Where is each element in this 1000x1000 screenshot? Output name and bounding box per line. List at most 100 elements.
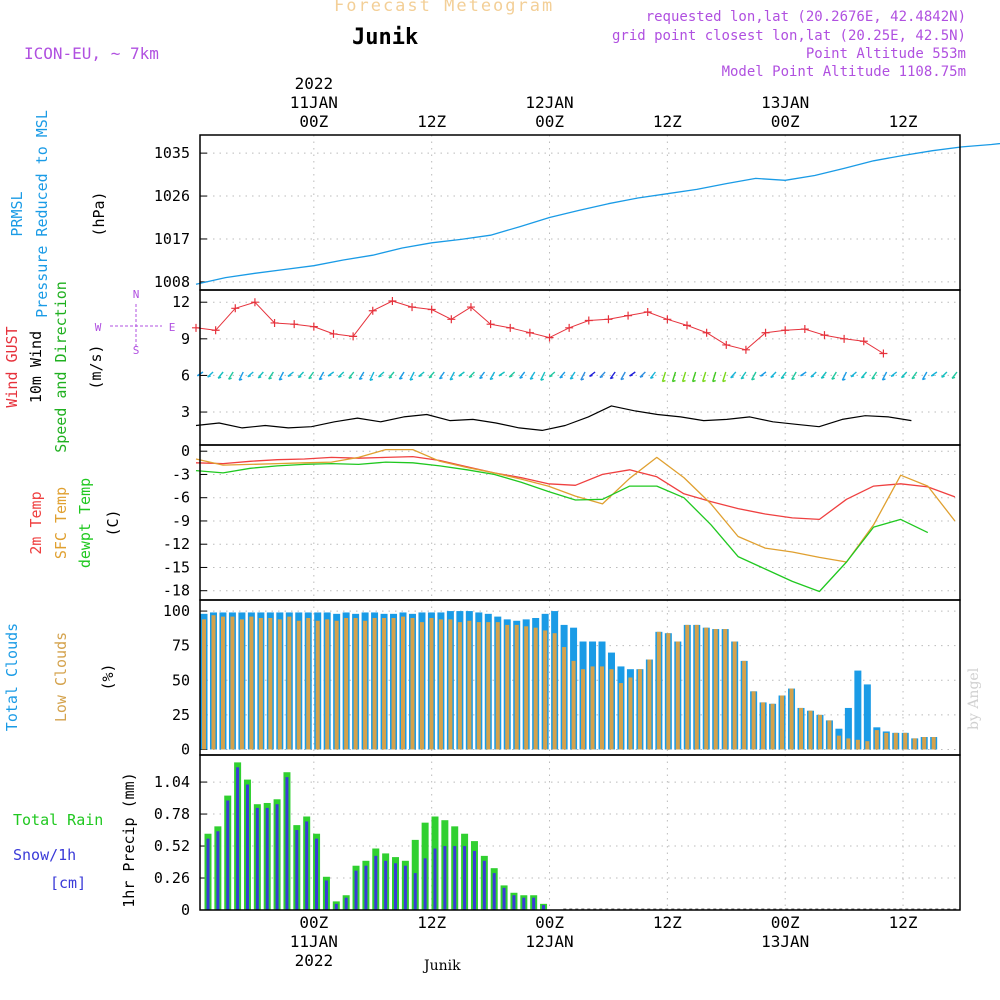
wind-direction-arrow xyxy=(308,371,315,380)
gust-marker xyxy=(192,323,200,332)
precip-legend-label: Snow/1h xyxy=(13,846,76,864)
gust-marker xyxy=(349,332,358,341)
temp-2m-line xyxy=(195,455,956,521)
wind-arrow-head xyxy=(369,378,374,381)
wind-direction-arrow xyxy=(540,371,546,381)
wind-arrow-head xyxy=(257,376,262,379)
wind-direction-arrow xyxy=(369,371,375,381)
wind-arrow-head xyxy=(682,379,686,383)
wind-arrow-head xyxy=(882,378,886,381)
wind-arrow-head xyxy=(418,374,422,378)
wind-direction-arrow xyxy=(661,371,667,382)
panel-frame xyxy=(199,754,961,911)
wind-arrow-head xyxy=(821,376,825,379)
low-cloud-bar xyxy=(874,730,879,750)
wind-arrow-head xyxy=(529,377,534,380)
low-cloud-bar xyxy=(429,617,434,750)
low-cloud-bar xyxy=(505,624,510,750)
y-tick-label: 0.52 xyxy=(154,837,190,855)
wind-arrow-head xyxy=(861,376,865,379)
time-axis-label: 2022 xyxy=(295,951,334,970)
snow-bar xyxy=(275,804,279,910)
snow-bar xyxy=(542,905,546,910)
y-axis-label: PRMSL xyxy=(8,191,26,236)
wind-arrow-head xyxy=(751,378,755,381)
snow-bar xyxy=(453,846,457,910)
wind-arrow-head xyxy=(559,376,564,379)
snow-bar xyxy=(255,807,259,910)
wind-arrow-head xyxy=(712,379,716,383)
time-axis-label: 11JAN xyxy=(290,93,338,112)
y-tick-label: -15 xyxy=(163,558,190,576)
wind-arrow-head xyxy=(409,378,414,381)
wind-arrow-head xyxy=(388,376,393,379)
snow-bar xyxy=(305,821,309,910)
wind-arrow-head xyxy=(791,377,795,381)
snow-bar xyxy=(413,873,417,910)
low-cloud-bar xyxy=(713,629,718,750)
y-axis-label: SFC Temp xyxy=(52,487,70,559)
wind-arrow-head xyxy=(662,379,666,383)
low-cloud-bar xyxy=(827,720,832,750)
snow-bar xyxy=(423,858,427,910)
wind-arrow-head xyxy=(589,374,593,377)
wind-direction-arrow xyxy=(409,371,415,381)
gust-marker xyxy=(624,311,633,320)
low-cloud-bar xyxy=(495,622,500,750)
wind-direction-arrow xyxy=(278,371,285,381)
wind-arrow-head xyxy=(359,377,363,381)
snow-bar xyxy=(463,846,467,910)
gust-marker xyxy=(309,322,318,331)
gust-marker xyxy=(525,328,534,337)
gust-marker xyxy=(486,320,495,329)
y-tick-label: -18 xyxy=(163,582,190,600)
gust-marker xyxy=(466,303,475,312)
y-tick-label: 1035 xyxy=(154,144,190,162)
low-cloud-bar xyxy=(363,620,368,750)
wind-direction-arrow xyxy=(921,371,928,380)
time-axis-label: 11JAN xyxy=(290,932,338,951)
low-cloud-bar xyxy=(467,620,472,750)
low-cloud-bar xyxy=(344,617,349,750)
snow-bar xyxy=(285,777,289,910)
time-axis-label: 00Z xyxy=(771,112,800,131)
wind-arrow-head xyxy=(610,376,614,380)
y-tick-label: 1008 xyxy=(154,273,190,291)
low-cloud-bar xyxy=(486,622,491,750)
low-cloud-bar xyxy=(306,617,311,750)
gust-marker xyxy=(231,304,240,313)
wind-arrow-head xyxy=(458,374,462,377)
snow-bar xyxy=(384,860,388,910)
snow-bar xyxy=(265,807,269,910)
low-cloud-bar xyxy=(543,630,548,750)
low-cloud-bar xyxy=(656,631,661,750)
wind-arrow-head xyxy=(850,374,855,378)
gust-marker xyxy=(761,328,770,337)
low-cloud-bar xyxy=(353,617,358,750)
time-axis-label: 12Z xyxy=(889,112,918,131)
y-tick-label: 0 xyxy=(181,442,190,460)
wind-direction-arrow xyxy=(318,371,325,380)
wind-arrow-head xyxy=(672,379,676,383)
wind-arrow-head xyxy=(639,375,644,378)
wind-direction-arrow xyxy=(398,371,405,380)
snow-bar xyxy=(206,838,210,910)
low-cloud-bar xyxy=(600,666,605,750)
wind-direction-arrow xyxy=(881,371,888,381)
low-cloud-bar xyxy=(202,619,206,750)
wind-arrow-head xyxy=(911,376,916,380)
low-cloud-bar xyxy=(618,683,623,750)
wind-direction-arrow xyxy=(831,371,837,380)
model-label: ICON-EU, ~ 7km xyxy=(24,44,159,63)
low-cloud-bar xyxy=(220,616,225,750)
wind-direction-arrow xyxy=(701,371,707,382)
y-tick-label: 1026 xyxy=(154,187,190,205)
snow-bar xyxy=(364,865,368,910)
wind-direction-arrow xyxy=(691,371,697,382)
low-cloud-bar xyxy=(211,615,216,750)
snow-bar xyxy=(334,903,338,910)
low-cloud-bar xyxy=(893,732,898,750)
time-axis-label: 12Z xyxy=(417,913,446,932)
time-axis-label: 12JAN xyxy=(525,932,573,951)
low-cloud-bar xyxy=(382,617,387,750)
